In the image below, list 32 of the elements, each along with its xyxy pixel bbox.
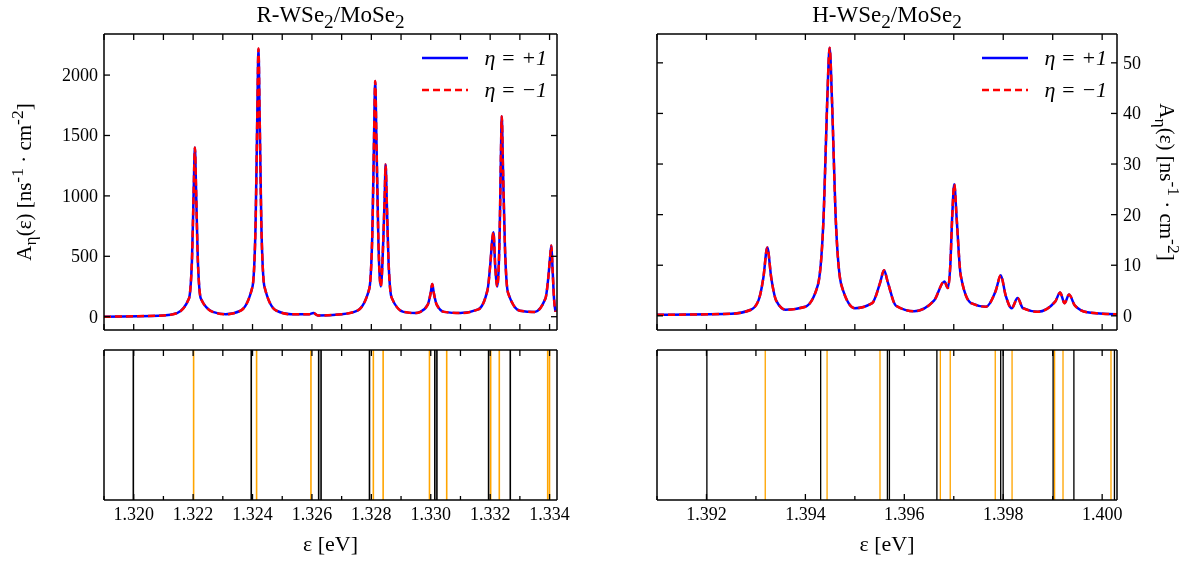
y-tick-label: 0 bbox=[89, 306, 98, 327]
x-tick-label: 1.392 bbox=[686, 504, 727, 524]
x-tick-label: 1.400 bbox=[1081, 504, 1123, 524]
x-tick-label: 1.334 bbox=[529, 504, 570, 524]
y-tick-label: 50 bbox=[1123, 52, 1141, 73]
x-tick-label: 1.330 bbox=[410, 504, 451, 524]
y-tick-label: 30 bbox=[1123, 154, 1141, 175]
x-tick-label: 1.320 bbox=[113, 504, 154, 524]
x-tick-label: 1.322 bbox=[172, 504, 214, 524]
legend-label: η = −1 bbox=[1044, 77, 1107, 103]
x-axis-title: ε [eV] bbox=[301, 531, 359, 557]
x-axis-title: ε [eV] bbox=[858, 531, 916, 557]
x-tick-label: 1.324 bbox=[232, 504, 273, 524]
y-tick-label: 500 bbox=[71, 246, 98, 267]
y-tick-label: 1000 bbox=[62, 185, 98, 206]
y-tick-label: 1500 bbox=[62, 125, 98, 146]
legend-label: η = −1 bbox=[484, 77, 547, 103]
x-tick-label: 1.328 bbox=[351, 504, 392, 524]
y-tick-label: 40 bbox=[1123, 103, 1141, 124]
x-tick-label: 1.396 bbox=[884, 504, 925, 524]
legend-label: η = +1 bbox=[1044, 45, 1107, 71]
chart-title: R-WSe$_{2}$/MoSe$_{2}$ bbox=[255, 2, 406, 33]
y-tick-label: 0 bbox=[1123, 305, 1132, 326]
x-tick-label: 1.394 bbox=[785, 504, 826, 524]
y-tick-label: 2000 bbox=[62, 65, 98, 86]
y-tick-label: 20 bbox=[1123, 204, 1141, 225]
x-tick-label: 1.332 bbox=[469, 504, 511, 524]
chart-title: H-WSe$_{2}$/MoSe$_{2}$ bbox=[811, 2, 963, 33]
legend-label: η = +1 bbox=[484, 45, 547, 71]
x-tick-label: 1.326 bbox=[291, 504, 333, 524]
y-tick-label: 10 bbox=[1123, 255, 1141, 276]
x-tick-label: 1.398 bbox=[982, 504, 1024, 524]
